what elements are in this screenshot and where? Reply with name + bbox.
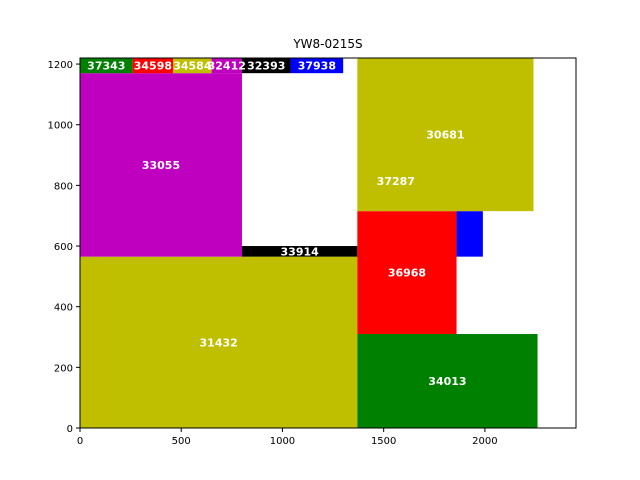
annotation-label-37287: 37287: [377, 175, 415, 188]
y-tick-label-400: 400: [54, 303, 73, 314]
rect-33914: [241, 246, 358, 257]
x-tick-label-1500: 1500: [371, 436, 396, 447]
y-tick-label-800: 800: [54, 181, 73, 192]
y-tick-label-1200: 1200: [48, 60, 73, 71]
rect-label-33055: 33055: [142, 159, 180, 172]
rect-label-34013: 34013: [428, 375, 466, 388]
rect-label-34584: 34584: [173, 60, 212, 73]
rect-37938: [290, 58, 344, 74]
rectangles-layer: [80, 58, 538, 428]
rect-label-36968: 36968: [388, 267, 426, 280]
rect-label-31432: 31432: [200, 336, 238, 349]
x-tick-label-1000: 1000: [270, 436, 295, 447]
y-tick-label-200: 200: [54, 363, 73, 374]
rect-34013: [357, 333, 538, 428]
y-axis: 0 200 400 600 800 1000 1200: [48, 60, 80, 435]
y-tick-label-600: 600: [54, 242, 73, 253]
rect-label-37938: 37938: [298, 60, 336, 73]
rect-unlabeled-11: [456, 211, 483, 257]
x-axis: 0 500 1000 1500 2000: [77, 428, 498, 447]
rect-37343: [80, 58, 133, 74]
plot-frame: [79, 57, 577, 429]
x-tick-label-0: 0: [77, 436, 83, 447]
x-tick-label-500: 500: [172, 436, 191, 447]
rect-label-32412: 32412: [208, 60, 246, 73]
rect-34584: [173, 58, 212, 74]
x-tick-label-2000: 2000: [472, 436, 497, 447]
chart-title: YW8-0215S: [292, 37, 362, 51]
rect-32393: [241, 58, 291, 74]
rect-30681: [357, 58, 534, 212]
rect-32412: [211, 58, 242, 74]
rect-label-37343: 37343: [87, 60, 125, 73]
y-tick-label-0: 0: [67, 424, 73, 435]
rect-label-32393: 32393: [247, 60, 285, 73]
rect-33055: [80, 73, 242, 257]
rect-31432: [80, 256, 358, 428]
y-tick-label-1000: 1000: [48, 121, 73, 132]
rect-label-33914: 33914: [281, 245, 320, 258]
rect-36968: [357, 211, 457, 334]
rect-label-34598: 34598: [134, 60, 172, 73]
rect-label-30681: 30681: [426, 129, 464, 142]
rect-34598: [132, 58, 174, 74]
